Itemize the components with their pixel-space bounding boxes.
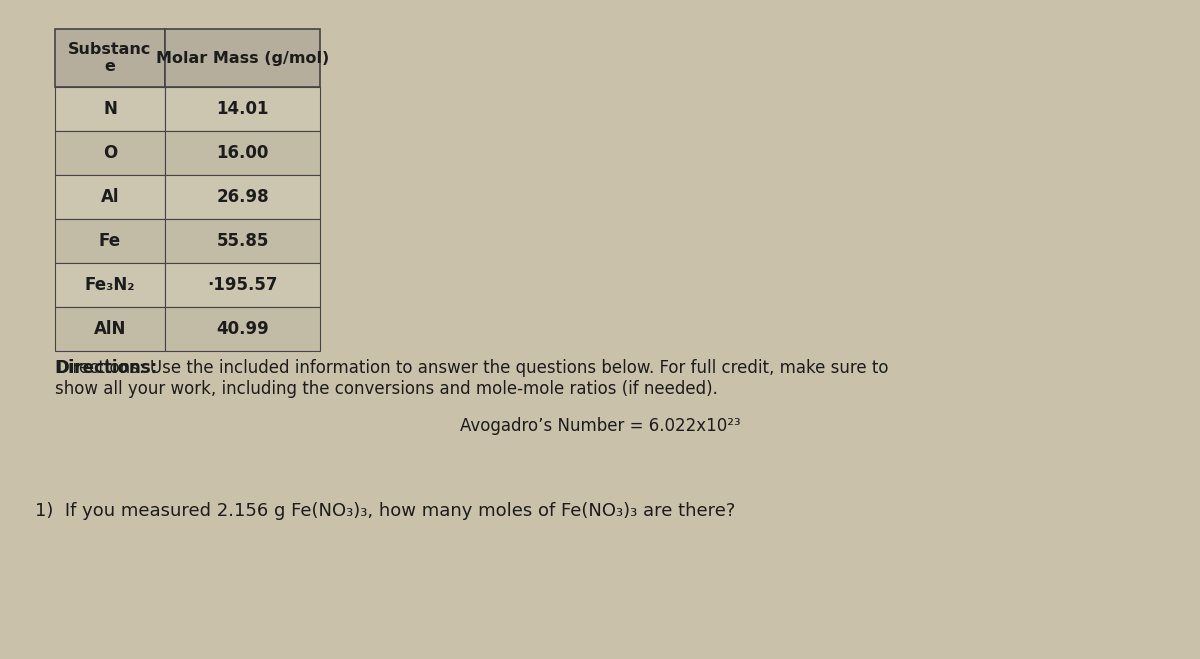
Bar [55,131,166,175]
Bar [166,87,320,131]
Bar [166,219,320,263]
Bar [166,175,320,219]
Text: Fe: Fe [98,232,121,250]
Bar [55,175,166,219]
Bar [55,307,166,351]
Bar [55,219,166,263]
Bar [166,29,320,87]
Text: O: O [103,144,118,162]
Text: Substanc
e: Substanc e [68,42,151,74]
Text: 14.01: 14.01 [216,100,269,118]
Bar [166,307,320,351]
Bar [166,131,320,175]
Bar [55,29,166,87]
Text: AlN: AlN [94,320,126,338]
Text: 55.85: 55.85 [216,232,269,250]
Text: 40.99: 40.99 [216,320,269,338]
Text: ·195.57: ·195.57 [208,276,277,294]
Text: Directions: Use the included information to answer the questions below. For full: Directions: Use the included information… [55,359,888,398]
Text: Al: Al [101,188,119,206]
Text: Avogadro’s Number = 6.022x10²³: Avogadro’s Number = 6.022x10²³ [460,417,740,435]
Bar [55,263,166,307]
Text: Fe₃N₂: Fe₃N₂ [85,276,136,294]
Bar [55,87,166,131]
Bar [166,263,320,307]
Text: 1)  If you measured 2.156 g Fe(NO₃)₃, how many moles of Fe(NO₃)₃ are there?: 1) If you measured 2.156 g Fe(NO₃)₃, how… [35,502,736,520]
Text: Molar Mass (g/mol): Molar Mass (g/mol) [156,51,329,65]
Text: 26.98: 26.98 [216,188,269,206]
Text: N: N [103,100,116,118]
Text: 16.00: 16.00 [216,144,269,162]
Text: Directions:: Directions: [55,359,157,377]
